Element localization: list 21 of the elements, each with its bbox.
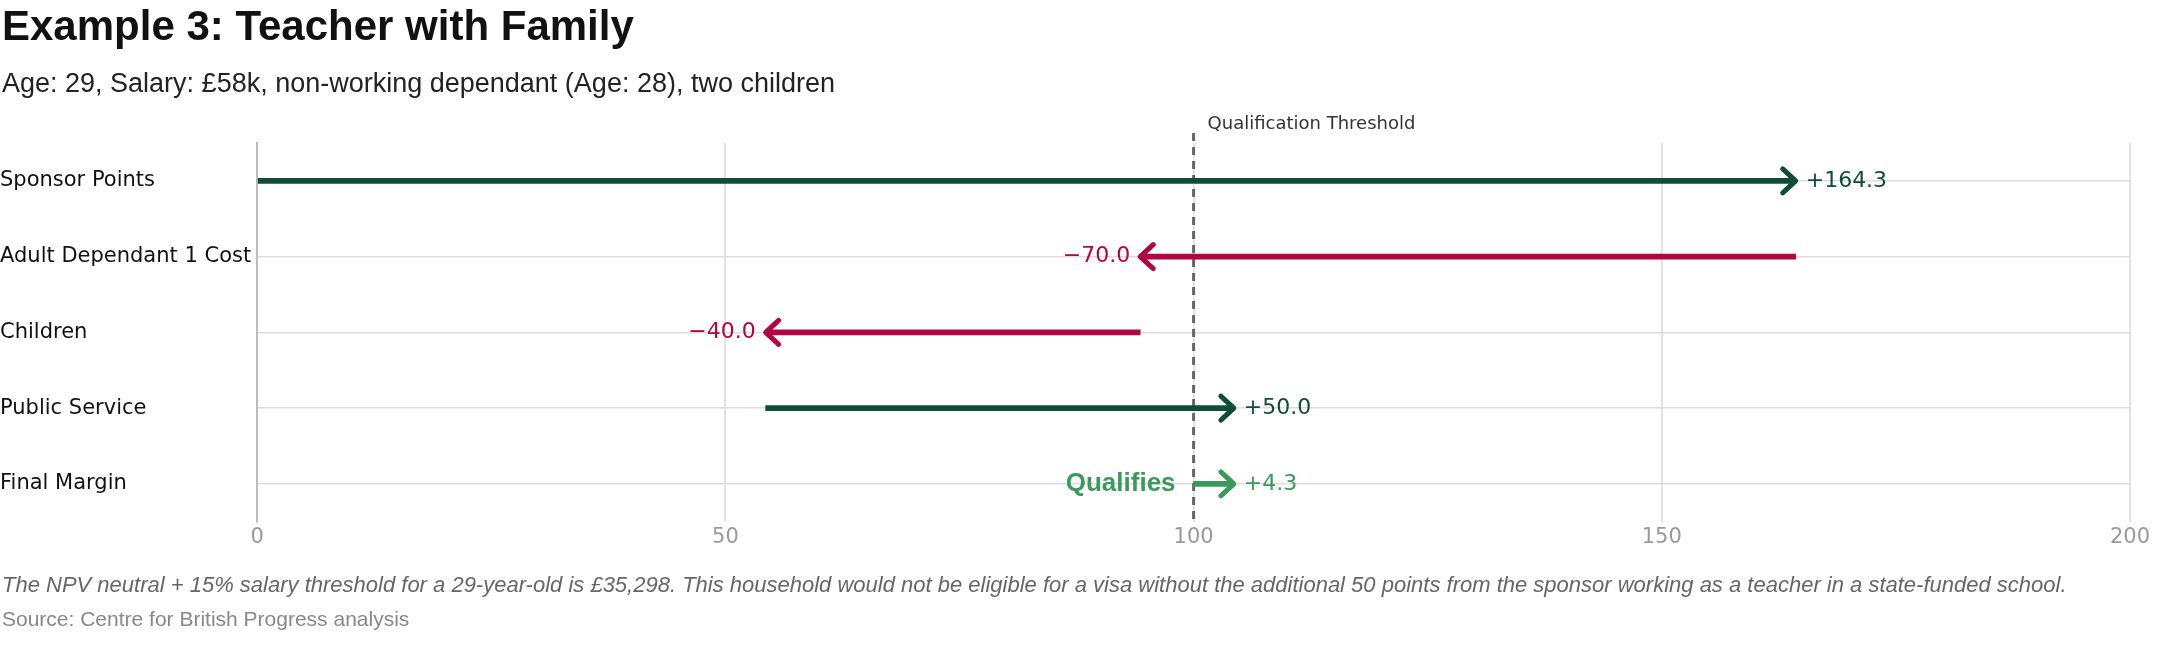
y-tick-label: Children <box>0 318 88 343</box>
chart-subtitle: Age: 29, Salary: £58k, non-working dependant (Age: 28), two children <box>2 68 836 99</box>
y-tick-label: Public Service <box>0 394 147 419</box>
y-tick-label: Adult Dependant 1 Cost <box>0 243 252 268</box>
x-tick-label: 50 <box>712 523 739 548</box>
x-tick-label: 100 <box>1173 523 1214 548</box>
x-tick-label: 150 <box>1641 523 1682 548</box>
data-label: +50.0 <box>1243 393 1312 419</box>
ref-line-label: Qualification Threshold <box>1207 111 1416 133</box>
y-tick-label: Sponsor Points <box>0 167 155 192</box>
y-tick-label: Final Margin <box>0 470 127 495</box>
annotation: Qualifies <box>1065 467 1176 498</box>
text: The NPV neutral + 15% salary threshold for a 29-year-old is £35,298. This household would not be eligible for a visa without the additional 50 points from the sponsor working as a teacher in a state-funded school. <box>2 571 2068 599</box>
source-note: Source: Centre for British Progress analysis <box>2 607 411 631</box>
data-label: −40.0 <box>688 318 756 344</box>
x-tick-label: 200 <box>2109 523 2151 548</box>
x-tick-label: 0 <box>250 523 264 548</box>
data-label: −70.0 <box>1062 242 1131 268</box>
data-label: +164.3 <box>1805 166 1888 192</box>
data-label: +4.3 <box>1243 469 1298 495</box>
chart-title: Example 3: Teacher with Family <box>2 2 635 50</box>
